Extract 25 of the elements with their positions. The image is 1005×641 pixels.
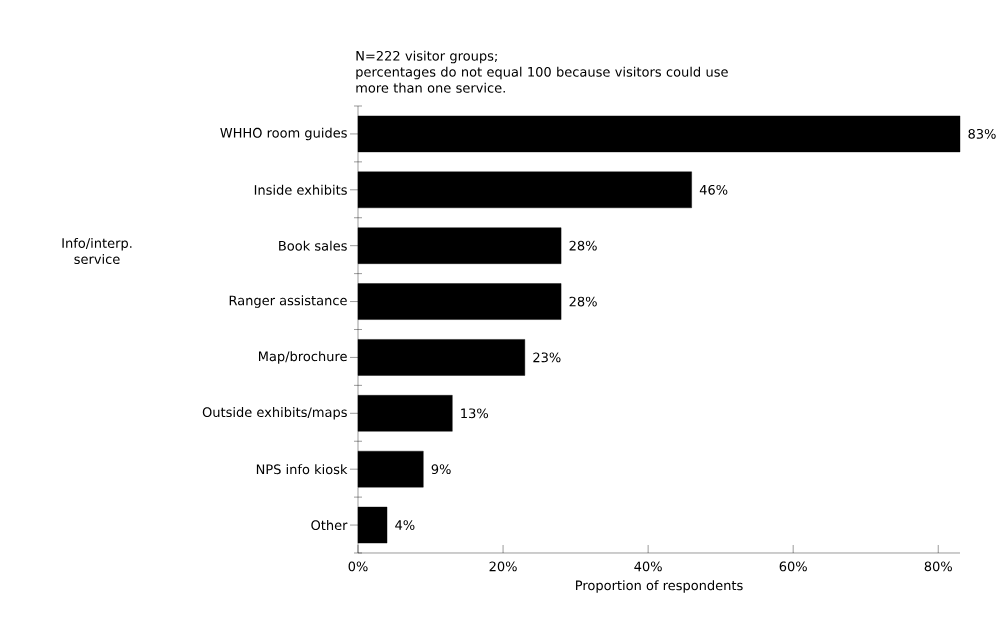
y-tick-label: Book sales [279, 240, 347, 251]
x-axis-title: Proportion of respondents [576, 580, 743, 593]
data-label: 46% [699, 184, 728, 195]
data-label: 4% [395, 520, 415, 530]
x-tick-label: 0% [348, 561, 368, 572]
y-tick-label: Outside exhibits/maps [202, 407, 347, 420]
data-label: 28% [569, 240, 597, 251]
data-label: 13% [461, 408, 489, 419]
x-tick-label: 40% [634, 561, 662, 572]
y-tick-label: WHHO room guides [220, 127, 347, 141]
data-label: 9% [431, 464, 451, 475]
text: percentages do not equal 100 because visitors could use more than one service. [356, 66, 728, 93]
y-tick-label: Map/brochure [259, 351, 347, 364]
data-label: 83% [968, 129, 996, 139]
y-tick-label: Inside exhibits [254, 184, 347, 195]
x-tick-label: 20% [489, 561, 517, 572]
data-label: 23% [533, 352, 561, 363]
y-tick-label: Other [311, 520, 348, 531]
data-label: 28% [569, 296, 597, 307]
x-tick-label: 80% [924, 561, 952, 572]
y-tick-label: NPS info kiosk [256, 464, 348, 475]
y-tick-label: Ranger assistance [229, 295, 347, 308]
text: Info/interp. service [62, 237, 132, 265]
text: N=222 visitor groups; [356, 50, 497, 64]
x-tick-label: 60% [779, 561, 807, 572]
